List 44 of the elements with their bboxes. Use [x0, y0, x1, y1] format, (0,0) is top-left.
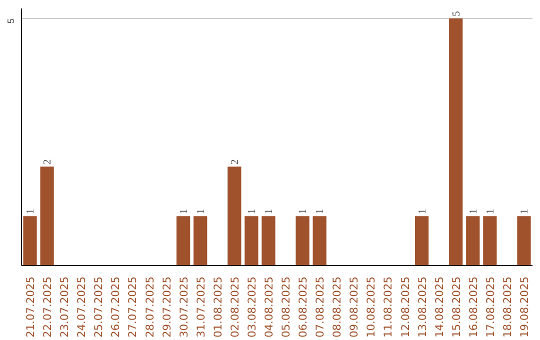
x-tick-label: 21.07.2025 [24, 276, 38, 338]
x-tick-label: 03.08.2025 [245, 276, 258, 338]
data-label: 1 [264, 208, 275, 214]
x-tick-label: 17.08.2025 [484, 276, 497, 338]
x-tick-label: 28.07.2025 [143, 276, 156, 338]
data-label: 1 [315, 208, 326, 214]
x-tick-label: 30.07.2025 [177, 276, 190, 338]
x-tick-label: 12.08.2025 [398, 276, 412, 338]
x-tick-label: 27.07.2025 [126, 276, 140, 338]
data-label: 1 [246, 208, 258, 214]
x-tick-label: 15.08.2025 [450, 276, 463, 338]
x-tick-label: 10.08.2025 [364, 276, 378, 338]
x-tick-label: 01.08.2025 [211, 276, 224, 338]
data-label: 5 [451, 11, 462, 16]
x-tick-label: 04.08.2025 [262, 276, 276, 338]
x-tick-label: 24.07.2025 [75, 276, 88, 338]
x-tick-label: 31.07.2025 [194, 276, 208, 338]
x-tick-label: 19.08.2025 [518, 276, 531, 338]
data-label: 1 [468, 208, 480, 214]
data-label: 1 [519, 208, 530, 214]
x-tick-label: 13.08.2025 [416, 276, 429, 338]
data-label: 1 [298, 208, 310, 214]
data-label: 1 [26, 208, 37, 214]
x-tick-label: 06.08.2025 [296, 276, 310, 338]
x-tick-label: 22.07.2025 [41, 276, 54, 338]
x-tick-label: 18.08.2025 [500, 276, 514, 338]
x-tick-label: 08.08.2025 [330, 276, 344, 338]
x-tick-label: 07.08.2025 [314, 276, 327, 338]
x-tick-label: 09.08.2025 [348, 276, 361, 338]
x-tick-label: 25.07.2025 [92, 276, 106, 338]
data-label: 1 [417, 208, 428, 214]
x-tick-label: 26.07.2025 [109, 276, 122, 338]
x-tick-label: 29.07.2025 [160, 276, 174, 338]
data-label: 1 [196, 208, 207, 214]
x-tick-label: 02.08.2025 [228, 276, 242, 338]
data-label: 2 [230, 159, 241, 165]
x-tick-label: 14.08.2025 [432, 276, 446, 338]
data-label: 2 [42, 159, 54, 165]
data-label: 1 [485, 208, 496, 214]
x-tick-label: 05.08.2025 [280, 276, 293, 338]
x-tick-label: 11.08.2025 [382, 276, 395, 338]
data-label: 1 [178, 208, 190, 214]
x-tick-label: 16.08.2025 [466, 276, 480, 338]
x-tick-label: 23.07.2025 [58, 276, 72, 338]
